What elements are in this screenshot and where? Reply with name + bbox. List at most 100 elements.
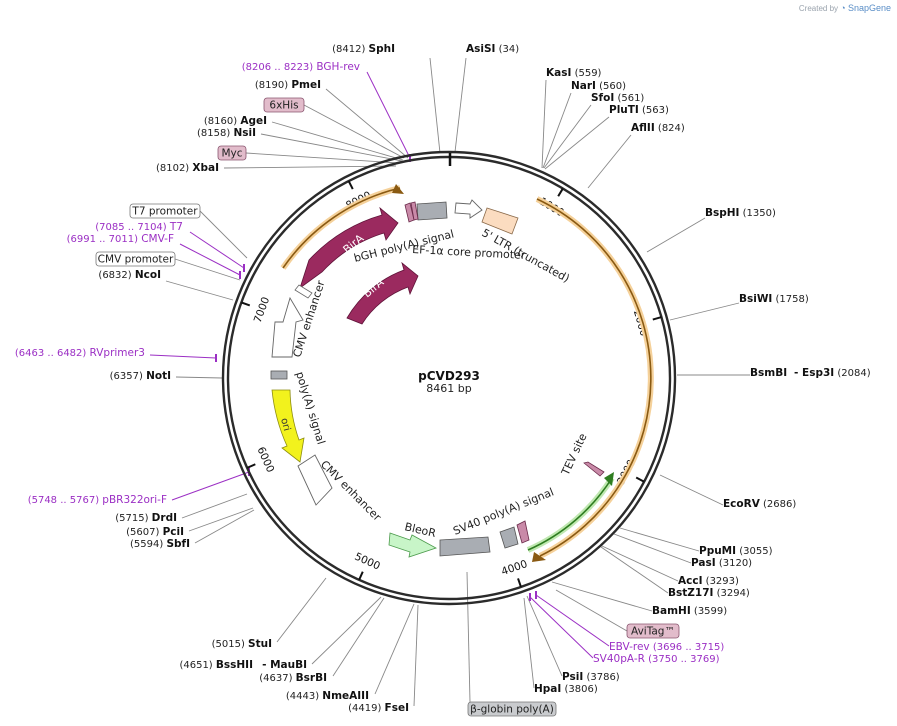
site-label-xbai[interactable]: (8102) XbaI bbox=[156, 162, 219, 174]
ori-label: ori bbox=[278, 417, 292, 432]
primer-sv40pa-r[interactable]: SV40pA-R (3750 .. 3769) bbox=[593, 653, 720, 665]
site-name: BamHI bbox=[652, 605, 691, 617]
feature-tag-cmv-promoter[interactable]: CMV promoter bbox=[95, 251, 176, 267]
primer-rvprimer3[interactable]: (6463 .. 6482) RVprimer3 bbox=[15, 347, 145, 359]
primer-ebv-rev[interactable]: EBV-rev (3696 .. 3715) bbox=[609, 641, 724, 653]
site-label-pluti[interactable]: PluTI (563) bbox=[609, 104, 669, 116]
site-name: BsmBI bbox=[750, 367, 787, 379]
bira-arrow-outer[interactable] bbox=[299, 206, 399, 290]
site-position: (8160) bbox=[204, 116, 240, 127]
site-label-text: BsmBI bbox=[750, 367, 787, 379]
primer-position: (8206 .. 8223) bbox=[242, 62, 317, 73]
site-name: BsiWI bbox=[739, 293, 772, 305]
cmv-enhancer-upper-arrow[interactable] bbox=[271, 296, 304, 358]
site-label-sfoi[interactable]: SfoI (561) bbox=[591, 92, 644, 104]
primer-label-text: (8206 .. 8223) BGH-rev bbox=[242, 61, 360, 73]
ori-arrow[interactable] bbox=[271, 389, 305, 463]
primer-label-text: (6463 .. 6482) RVprimer3 bbox=[15, 347, 145, 359]
orf-arc-left-head bbox=[392, 184, 404, 194]
5-ltr-truncated-box[interactable] bbox=[481, 207, 519, 235]
site-label-sphi[interactable]: (8412) SphI bbox=[332, 43, 395, 55]
site-label-ppumi[interactable]: PpuMI (3055) bbox=[699, 545, 773, 557]
site-label-text: (5715) DrdI bbox=[115, 512, 177, 524]
site-label-pcii[interactable]: (5607) PciI bbox=[126, 526, 184, 538]
feature-tag-myc[interactable]: Myc bbox=[217, 145, 247, 161]
site-label-ecorv[interactable]: EcoRV (2686) bbox=[723, 498, 796, 510]
site-label-maubi[interactable]: - MauBI bbox=[262, 659, 307, 671]
feature-tag-6xhis[interactable]: 6xHis bbox=[263, 97, 305, 113]
site-name: BssHII bbox=[216, 659, 253, 671]
avitag-box[interactable] bbox=[516, 520, 530, 544]
primer-leader-line bbox=[189, 231, 245, 269]
bgh-polya-box[interactable] bbox=[416, 201, 448, 221]
site-label-bsrbi[interactable]: (4637) BsrBI bbox=[259, 672, 327, 684]
feature-tag-box bbox=[129, 203, 201, 219]
primer-labels: (8206 .. 8223) BGH-rev(7085 .. 7104) T7(… bbox=[15, 61, 724, 665]
feature-leader-line bbox=[245, 152, 399, 164]
site-label-bsiwi[interactable]: BsiWI (1758) bbox=[739, 293, 809, 305]
feature-tag-t7-promoter[interactable]: T7 promoter bbox=[129, 203, 201, 219]
site-label-pmei[interactable]: (8190) PmeI bbox=[255, 79, 321, 91]
primer-bgh-rev[interactable]: (8206 .. 8223) BGH-rev bbox=[242, 61, 360, 73]
site-leader-line bbox=[523, 597, 535, 689]
ef1a-core-promoter-arrow[interactable] bbox=[454, 199, 483, 219]
site-leader-line bbox=[271, 121, 404, 161]
site-label-nmeaiii[interactable]: (4443) NmeAIII bbox=[286, 690, 369, 702]
orf-arc-right-head bbox=[532, 552, 546, 562]
site-label-nari[interactable]: NarI (560) bbox=[571, 80, 626, 92]
sv40-polya-box[interactable] bbox=[439, 536, 491, 557]
small-promoter-box[interactable] bbox=[294, 284, 313, 299]
site-label-bamhi[interactable]: BamHI (3599) bbox=[652, 605, 727, 617]
tev-site-box[interactable] bbox=[583, 461, 605, 477]
site-label-sbfi[interactable]: (5594) SbfI bbox=[130, 538, 190, 550]
bleor-arrow[interactable] bbox=[388, 532, 438, 558]
feature-tag-box bbox=[217, 145, 247, 161]
site-label-aflii[interactable]: AflII (824) bbox=[631, 122, 685, 134]
site-label-hpai[interactable]: HpaI (3806) bbox=[534, 683, 598, 695]
bira-arrow-inner[interactable] bbox=[346, 261, 419, 325]
tick-mark bbox=[347, 180, 354, 190]
site-label-asisi[interactable]: AsiSI (34) bbox=[466, 43, 519, 55]
site-label-bsmbi[interactable]: BsmBI bbox=[750, 367, 787, 379]
primer-t7[interactable]: (7085 .. 7104) T7 bbox=[95, 221, 183, 233]
site-label-kasi[interactable]: KasI (559) bbox=[546, 67, 602, 79]
small-polya-box[interactable] bbox=[499, 526, 519, 549]
site-label-acci[interactable]: AccI (3293) bbox=[678, 575, 739, 587]
cmv-enhancer-lower-box[interactable] bbox=[297, 454, 333, 506]
site-label-agei[interactable]: (8160) AgeI bbox=[204, 115, 267, 127]
site-leader-line bbox=[613, 533, 692, 564]
restriction-site-labels: (8412) SphI AsiSI (34) KasI (559)NarI (560… bbox=[98, 43, 870, 714]
primer-label-text: (5748 .. 5767) pBR322ori-F bbox=[28, 494, 167, 506]
site-label-nsii[interactable]: (8158) NsiI bbox=[197, 127, 256, 139]
site-label-noti[interactable]: (6357) NotI bbox=[110, 370, 171, 382]
site-label-text: PluTI (563) bbox=[609, 104, 669, 116]
site-label-bsshii[interactable]: (4651) BssHII bbox=[179, 659, 253, 671]
feature-leader-line bbox=[466, 571, 471, 703]
tick-label: 7000 bbox=[252, 295, 272, 324]
site-position: (8412) bbox=[332, 44, 368, 55]
site-label-esp3i[interactable]: - Esp3I (2084) bbox=[794, 367, 871, 379]
site-label-fsei[interactable]: (4419) FseI bbox=[348, 702, 409, 714]
feature-leader-line bbox=[555, 589, 628, 632]
feature-tag--globin-poly-a-[interactable]: β-globin poly(A) bbox=[467, 701, 557, 717]
green-arc bbox=[527, 477, 613, 551]
site-label-text: AccI (3293) bbox=[678, 575, 739, 587]
site-label-bsphi[interactable]: BspHI (1350) bbox=[705, 207, 776, 219]
primer-cmv-f[interactable]: (6991 .. 7011) CMV-F bbox=[67, 233, 174, 245]
site-label-psii[interactable]: PsiI (3786) bbox=[562, 671, 620, 683]
site-label-pasi[interactable]: PasI (3120) bbox=[691, 557, 752, 569]
site-label-ncoi[interactable]: (6832) NcoI bbox=[98, 269, 161, 281]
site-leader-line bbox=[413, 604, 419, 707]
site-label-text: (4419) FseI bbox=[348, 702, 409, 714]
site-label-text: SfoI (561) bbox=[591, 92, 644, 104]
his-tag-box[interactable] bbox=[410, 201, 419, 221]
polya-signal-box[interactable] bbox=[270, 370, 288, 380]
site-position: (5015) bbox=[212, 639, 248, 650]
site-label-drdi[interactable]: (5715) DrdI bbox=[115, 512, 177, 524]
site-label-stui[interactable]: (5015) StuI bbox=[212, 638, 272, 650]
feature-tag-avitag-[interactable]: AviTag™ bbox=[626, 623, 680, 639]
primer-name: EBV-rev bbox=[609, 641, 650, 653]
primer-pbr322ori-f[interactable]: (5748 .. 5767) pBR322ori-F bbox=[28, 494, 167, 506]
site-label-bstz17i[interactable]: BstZ17I (3294) bbox=[668, 587, 750, 599]
